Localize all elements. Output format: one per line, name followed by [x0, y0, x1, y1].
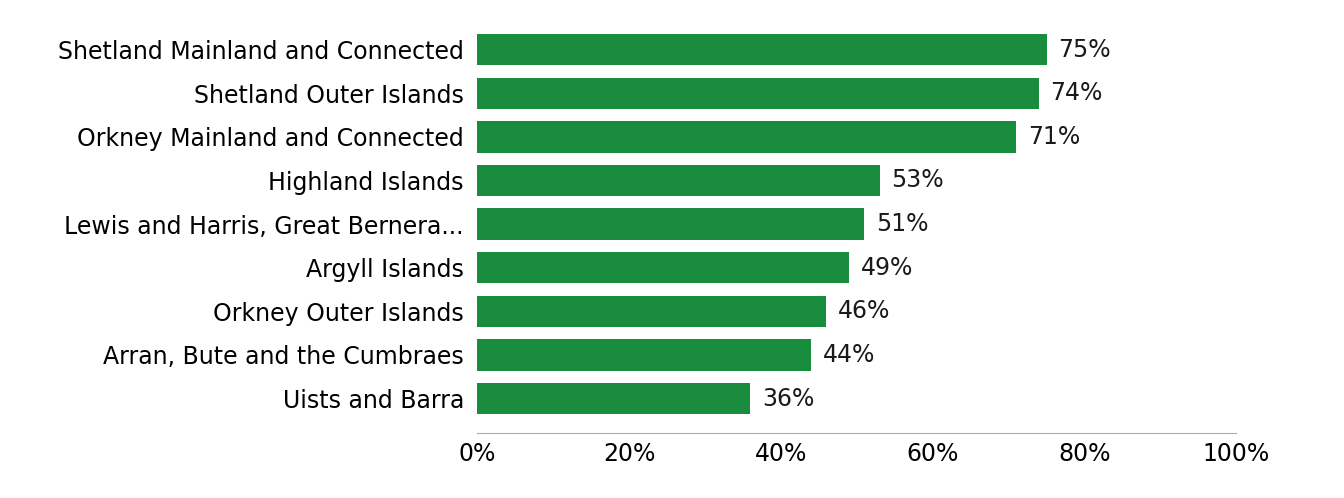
Bar: [477, 121, 1016, 152]
Bar: [477, 208, 864, 240]
Text: 36%: 36%: [762, 386, 814, 410]
Bar: [477, 78, 1039, 109]
Text: 51%: 51%: [876, 212, 929, 236]
Text: 71%: 71%: [1028, 125, 1081, 149]
Bar: [477, 383, 750, 414]
Text: 74%: 74%: [1051, 81, 1103, 105]
Text: 49%: 49%: [860, 255, 913, 280]
Text: 46%: 46%: [837, 299, 890, 323]
Bar: [477, 296, 827, 327]
Bar: [477, 34, 1047, 65]
Text: 44%: 44%: [823, 343, 875, 367]
Bar: [477, 165, 879, 196]
Bar: [477, 252, 849, 283]
Text: 53%: 53%: [891, 168, 943, 193]
Text: 75%: 75%: [1058, 38, 1110, 62]
Bar: [477, 339, 812, 371]
